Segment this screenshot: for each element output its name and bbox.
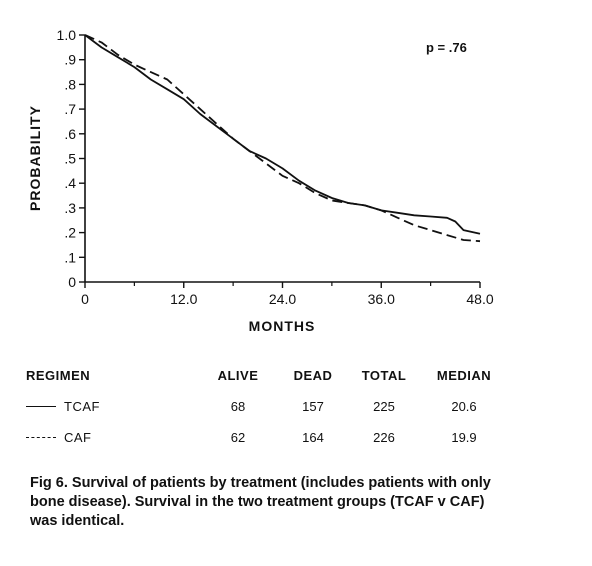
y-tick-label: .7 <box>64 101 76 117</box>
alive-value: 62 <box>214 430 262 445</box>
y-tick-label: 0 <box>68 274 76 290</box>
x-tick-label: 36.0 <box>368 291 395 307</box>
chart-series <box>85 35 480 241</box>
header-regimen: REGIMEN <box>26 368 90 383</box>
y-tick-label: .9 <box>64 52 76 68</box>
x-tick-label: 12.0 <box>170 291 197 307</box>
header-median: MEDIAN <box>432 368 496 383</box>
series-line-caf <box>85 35 480 241</box>
regimen-name: CAF <box>64 430 92 445</box>
summary-row-tcaf: TCAF 68 157 225 20.6 <box>26 399 506 430</box>
y-tick-label: .8 <box>64 76 76 92</box>
summary-table: REGIMEN ALIVE DEAD TOTAL MEDIAN TCAF 68 … <box>26 368 506 461</box>
y-tick-label: 1.0 <box>57 27 77 43</box>
y-axis-ticks: 0 .1 .2 .3 .4 .5 .6 .7 .8 .9 1.0 <box>57 27 85 290</box>
y-tick-label: .6 <box>64 126 76 142</box>
y-tick-label: .1 <box>64 249 76 265</box>
solid-line-key <box>26 406 56 407</box>
x-tick-label: 0 <box>81 291 89 307</box>
x-axis-title: MONTHS <box>249 318 316 334</box>
x-tick-label: 48.0 <box>466 291 493 307</box>
total-value: 225 <box>357 399 411 414</box>
median-value: 19.9 <box>432 430 496 445</box>
header-total: TOTAL <box>357 368 411 383</box>
figure-caption: Fig 6. Survival of patients by treatment… <box>30 474 500 531</box>
regimen-cell: CAF <box>26 430 92 445</box>
total-value: 226 <box>357 430 411 445</box>
regimen-cell: TCAF <box>26 399 100 414</box>
survival-chart: 0 .1 .2 .3 .4 .5 .6 .7 .8 .9 1.0 0 12.0 24.0 36.0 48.0… <box>0 0 592 345</box>
series-line-tcaf <box>85 35 480 234</box>
x-axis-ticks: 0 12.0 24.0 36.0 48.0 <box>81 282 494 307</box>
header-alive: ALIVE <box>214 368 262 383</box>
header-dead: DEAD <box>288 368 338 383</box>
dead-value: 157 <box>288 399 338 414</box>
regimen-name: TCAF <box>64 399 100 414</box>
dashed-line-key <box>26 437 56 438</box>
alive-value: 68 <box>214 399 262 414</box>
p-value-annotation: p = .76 <box>426 40 467 55</box>
x-tick-label: 24.0 <box>269 291 296 307</box>
y-tick-label: .5 <box>64 151 76 167</box>
median-value: 20.6 <box>432 399 496 414</box>
dead-value: 164 <box>288 430 338 445</box>
y-tick-label: .3 <box>64 200 76 216</box>
y-axis-title: PROBABILITY <box>27 105 43 211</box>
chart-axes <box>85 35 480 282</box>
y-tick-label: .4 <box>64 175 76 191</box>
summary-row-caf: CAF 62 164 226 19.9 <box>26 430 506 461</box>
y-tick-label: .2 <box>64 225 76 241</box>
summary-header-row: REGIMEN ALIVE DEAD TOTAL MEDIAN <box>26 368 506 399</box>
